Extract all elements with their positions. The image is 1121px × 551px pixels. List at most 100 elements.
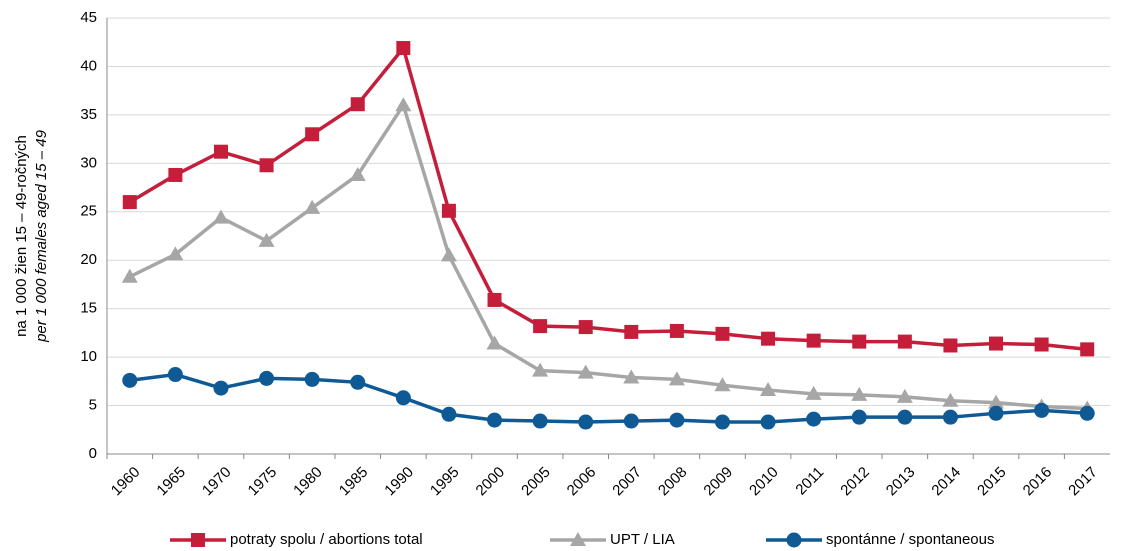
legend-marker <box>191 533 205 547</box>
data-point <box>943 338 958 353</box>
data-point <box>168 167 183 182</box>
data-point <box>852 334 867 349</box>
x-tick-label: 1965 <box>153 464 189 500</box>
data-point <box>760 414 776 430</box>
x-tick-label: 1975 <box>245 464 281 500</box>
data-point <box>669 412 685 428</box>
data-point <box>258 232 275 247</box>
y-tick-label: 20 <box>80 251 97 268</box>
data-point <box>1079 405 1095 421</box>
x-tick-label: 1970 <box>199 464 235 500</box>
x-tick-label: 1990 <box>381 464 417 500</box>
x-tick-label: 2011 <box>792 464 827 499</box>
data-point <box>624 324 639 339</box>
data-point <box>989 336 1004 351</box>
data-point <box>532 362 549 377</box>
data-point <box>259 158 274 173</box>
y-tick-label: 15 <box>80 300 97 317</box>
data-point <box>1080 342 1095 357</box>
x-tick-label: 2015 <box>974 464 1010 500</box>
legend-marker <box>570 532 586 546</box>
data-point <box>487 412 503 428</box>
data-point <box>304 199 321 214</box>
series-line <box>128 44 1088 352</box>
y-axis-label: per 1 000 females aged 15 – 49 <box>33 129 50 342</box>
x-tick-label: 2010 <box>746 464 782 500</box>
data-point <box>167 367 183 383</box>
data-point <box>851 409 867 425</box>
data-point <box>623 413 639 429</box>
data-point <box>578 414 594 430</box>
data-point <box>806 411 822 427</box>
data-point <box>122 372 138 388</box>
y-axis-label: na 1 000 žien 15 – 49-ročných <box>13 135 30 337</box>
x-tick-label: 1980 <box>290 464 326 500</box>
data-point <box>349 166 366 181</box>
data-point <box>121 268 138 283</box>
data-point <box>304 371 320 387</box>
data-point <box>806 333 821 348</box>
x-tick-label: 2009 <box>700 464 736 500</box>
y-tick-label: 40 <box>80 57 97 74</box>
data-point <box>441 203 456 218</box>
data-point <box>851 386 868 401</box>
x-tick-label: 1985 <box>336 464 372 500</box>
data-point <box>578 320 593 335</box>
x-tick-label: 2012 <box>837 464 873 500</box>
data-point <box>988 394 1005 409</box>
data-point <box>668 371 685 386</box>
data-point <box>532 413 548 429</box>
data-point <box>533 319 548 334</box>
data-point <box>896 388 913 403</box>
data-point <box>259 370 275 386</box>
x-tick-label: 2005 <box>518 464 554 500</box>
data-point <box>760 382 777 397</box>
data-point <box>396 41 411 56</box>
data-point <box>1034 337 1049 352</box>
data-point <box>167 246 184 261</box>
data-point <box>213 144 228 159</box>
data-point <box>942 409 958 425</box>
x-tick-label: 2016 <box>1020 464 1056 500</box>
x-tick-label: 2000 <box>473 464 509 500</box>
data-point <box>761 331 776 346</box>
data-point <box>669 323 684 338</box>
y-tick-label: 5 <box>89 397 97 414</box>
data-point <box>897 334 912 349</box>
series-line <box>129 101 1088 411</box>
x-tick-label: 2013 <box>883 464 919 500</box>
legend-label: potraty spolu / abortions total <box>230 531 423 548</box>
data-point <box>942 392 959 407</box>
y-tick-label: 25 <box>80 203 97 220</box>
data-point <box>715 326 730 341</box>
data-point <box>305 127 320 142</box>
y-tick-label: 30 <box>80 154 97 171</box>
series-line <box>129 372 1088 424</box>
data-point <box>395 390 411 406</box>
data-point <box>122 195 137 210</box>
data-point <box>623 369 640 384</box>
data-point <box>350 97 365 112</box>
data-point <box>212 209 229 224</box>
data-point <box>988 405 1004 421</box>
y-tick-label: 10 <box>80 348 97 365</box>
data-point <box>395 97 412 112</box>
x-tick-label: 2006 <box>564 464 600 500</box>
y-tick-label: 35 <box>80 106 97 123</box>
data-point <box>805 385 822 400</box>
data-point <box>441 406 457 422</box>
x-tick-label: 2008 <box>655 464 691 500</box>
data-point <box>1034 402 1050 418</box>
data-point <box>897 409 913 425</box>
data-point <box>714 377 731 392</box>
data-point <box>350 374 366 390</box>
data-point <box>577 364 594 379</box>
data-point <box>213 380 229 396</box>
data-point <box>486 335 503 350</box>
y-tick-label: 45 <box>80 9 97 26</box>
data-point <box>440 247 457 262</box>
legend-marker <box>786 532 802 548</box>
x-tick-label: 1995 <box>427 464 463 500</box>
data-point <box>487 292 502 307</box>
